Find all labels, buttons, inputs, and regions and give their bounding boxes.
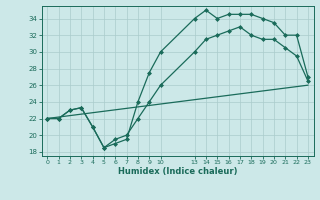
X-axis label: Humidex (Indice chaleur): Humidex (Indice chaleur) — [118, 167, 237, 176]
